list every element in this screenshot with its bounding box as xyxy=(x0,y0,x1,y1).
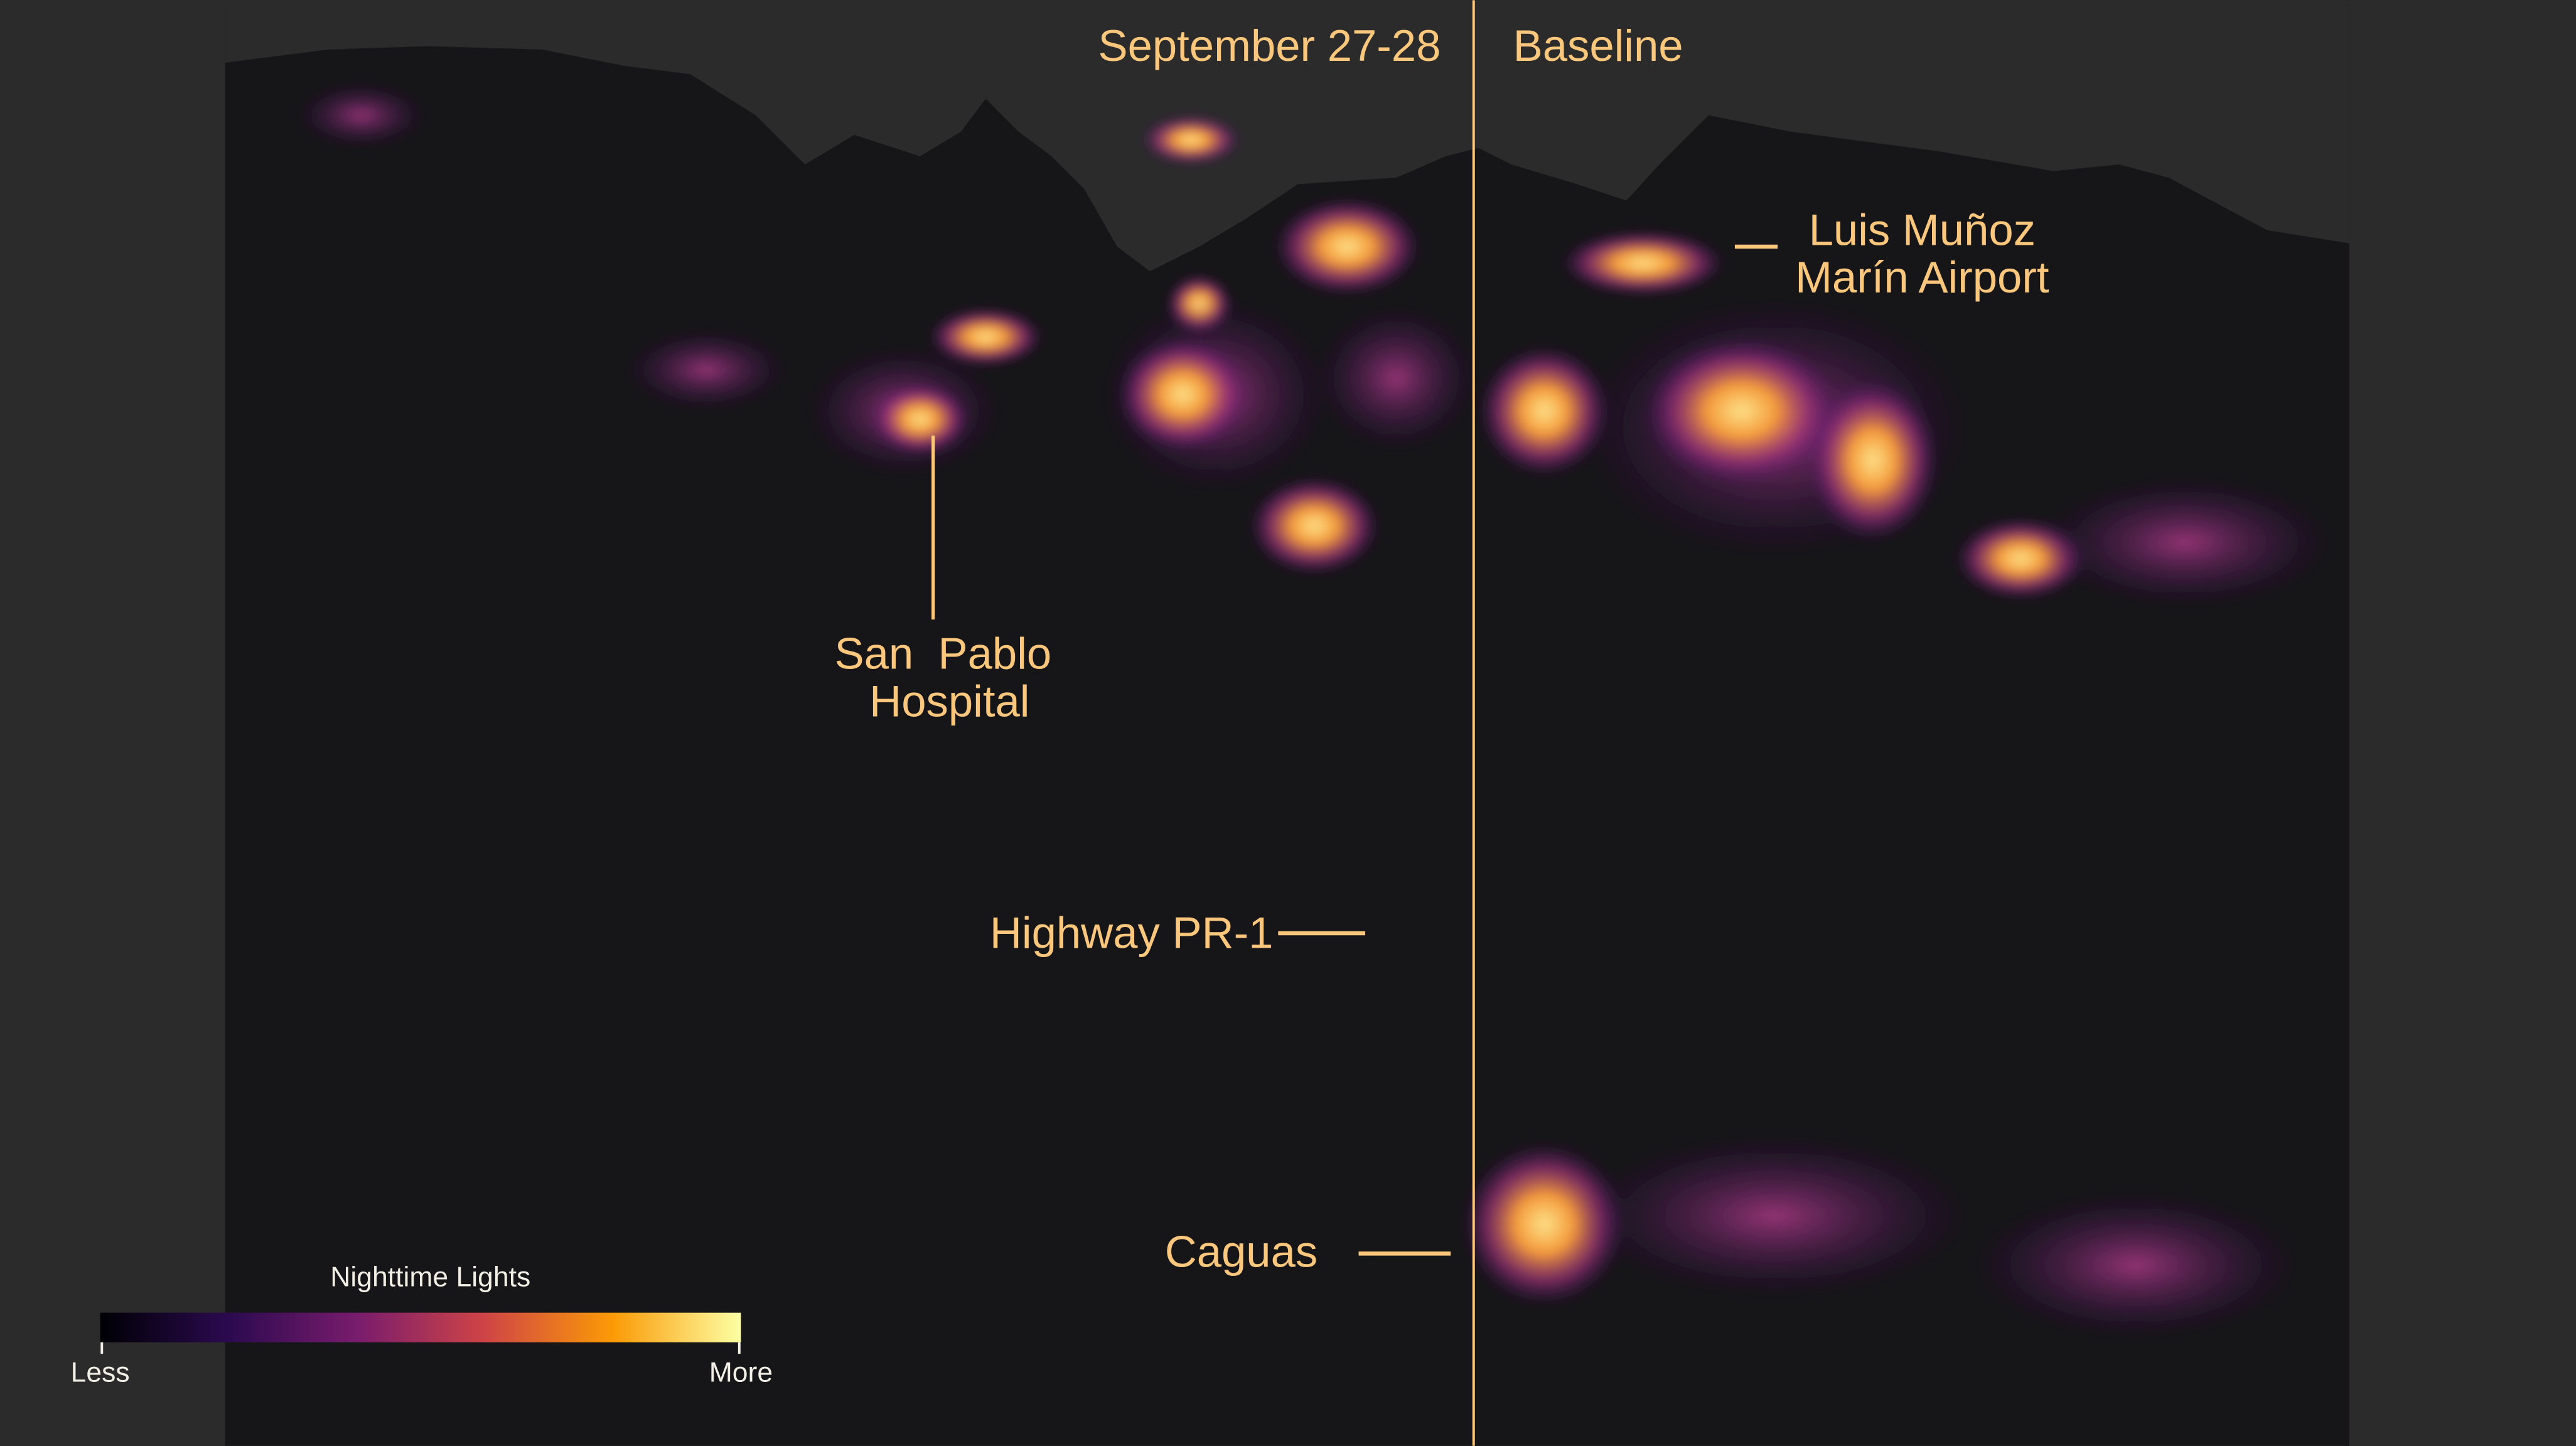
legend-title: Nighttime Lights xyxy=(330,1262,530,1293)
highway-label: Highway PR-1 xyxy=(990,908,1274,958)
legend-low: Less xyxy=(71,1358,130,1388)
airport-label-2: Marín Airport xyxy=(1795,252,2049,302)
ocean xyxy=(225,0,2349,272)
city-lights xyxy=(296,82,2333,1339)
hospital-label-1: San Pablo xyxy=(835,629,1052,678)
legend: Nighttime Lights Less More xyxy=(71,1262,773,1388)
right-title: Baseline xyxy=(1513,21,1683,70)
hospital-label-2: Hospital xyxy=(869,677,1029,726)
legend-high: More xyxy=(709,1358,773,1388)
legend-colorbar xyxy=(100,1312,741,1342)
caguas-label: Caguas xyxy=(1165,1226,1318,1276)
left-title: September 27-28 xyxy=(1098,21,1441,70)
airport-label-1: Luis Muñoz xyxy=(1809,205,2036,254)
